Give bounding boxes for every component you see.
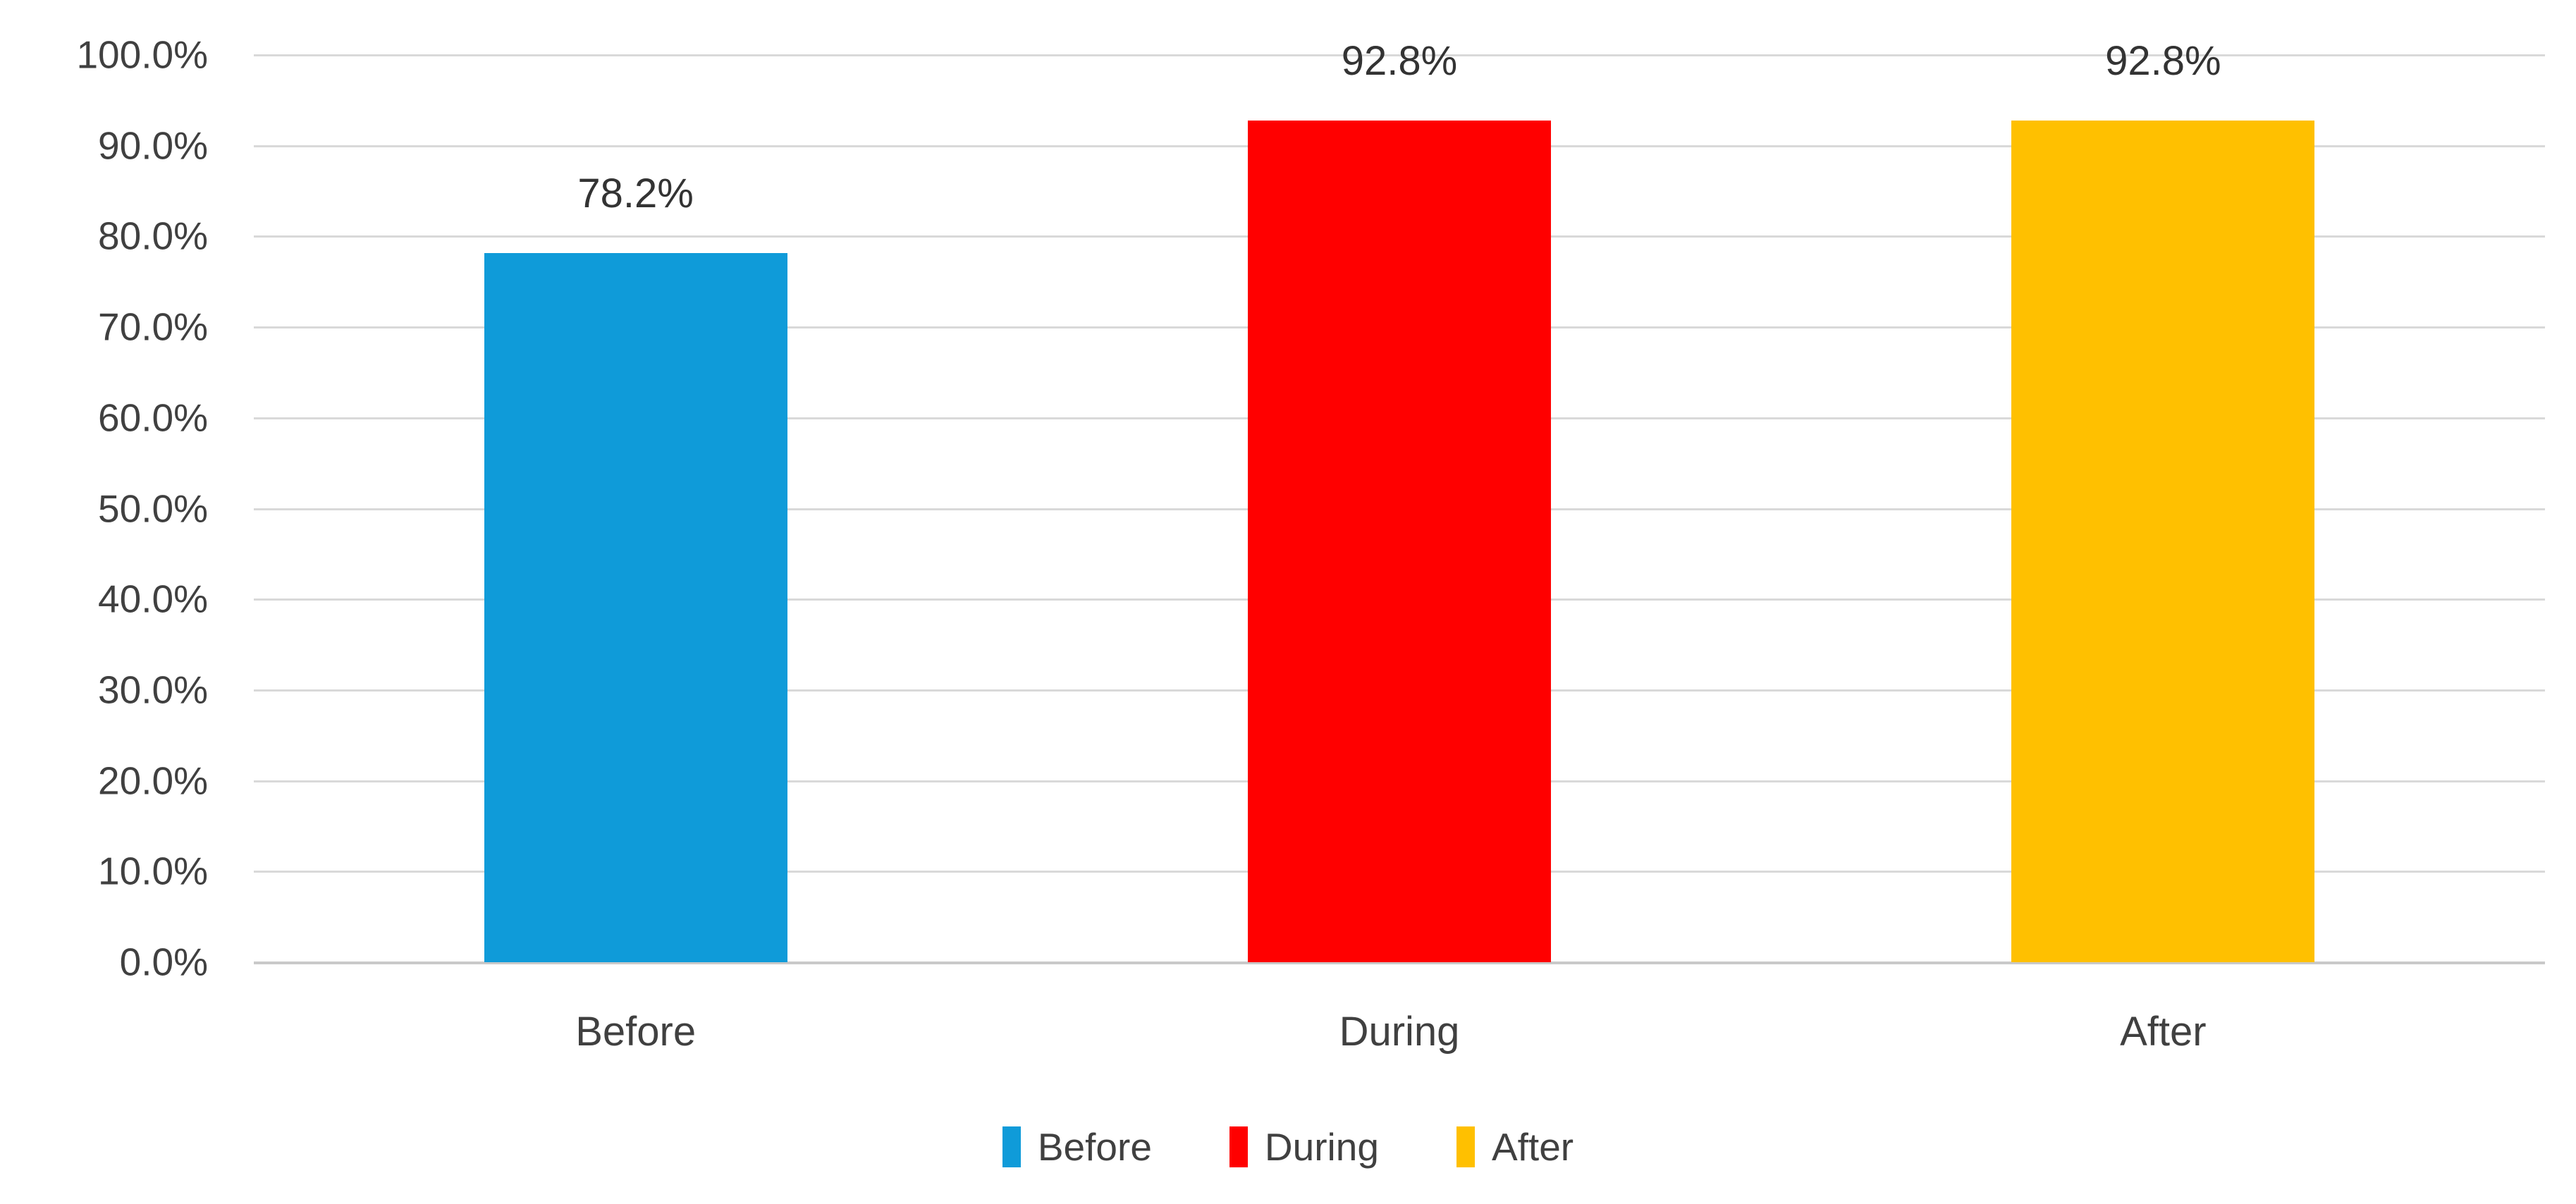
x-axis-line xyxy=(254,962,2545,964)
y-axis-tick-label: 80.0% xyxy=(98,214,208,258)
bar-before xyxy=(484,252,787,962)
y-axis-tick-label: 20.0% xyxy=(98,758,208,803)
y-axis-tick-label: 10.0% xyxy=(98,849,208,893)
legend-item-after: After xyxy=(1456,1126,1574,1167)
legend-label-during: During xyxy=(1264,1124,1379,1169)
y-axis-tick-label: 50.0% xyxy=(98,486,208,530)
legend-label-before: Before xyxy=(1037,1124,1152,1169)
y-axis-tick-label: 60.0% xyxy=(98,395,208,440)
data-label-after: 92.8% xyxy=(2105,37,2221,84)
data-label-during: 92.8% xyxy=(1341,37,1458,84)
bar-during xyxy=(1248,120,1551,962)
legend: Before During After xyxy=(0,1126,2576,1167)
gridline xyxy=(254,54,2545,56)
bar-after xyxy=(2011,120,2315,962)
x-axis-label-before: Before xyxy=(575,1009,697,1055)
legend-item-before: Before xyxy=(1002,1126,1152,1167)
y-axis-tick-label: 40.0% xyxy=(98,577,208,621)
y-axis-tick-label: 30.0% xyxy=(98,668,208,712)
y-axis-tick-label: 70.0% xyxy=(98,305,208,349)
x-axis-label-after: After xyxy=(2120,1009,2207,1055)
data-label-before: 78.2% xyxy=(577,170,694,216)
y-axis-tick-label: 0.0% xyxy=(119,940,208,984)
y-axis-tick-label: 90.0% xyxy=(98,123,208,168)
legend-item-during: During xyxy=(1229,1126,1379,1167)
y-axis-tick-label: 100.0% xyxy=(76,32,208,77)
x-axis-label-during: During xyxy=(1339,1009,1460,1055)
legend-label-after: After xyxy=(1491,1124,1574,1169)
legend-swatch-during xyxy=(1229,1126,1248,1167)
legend-swatch-after xyxy=(1456,1126,1475,1167)
legend-swatch-before xyxy=(1002,1126,1021,1167)
